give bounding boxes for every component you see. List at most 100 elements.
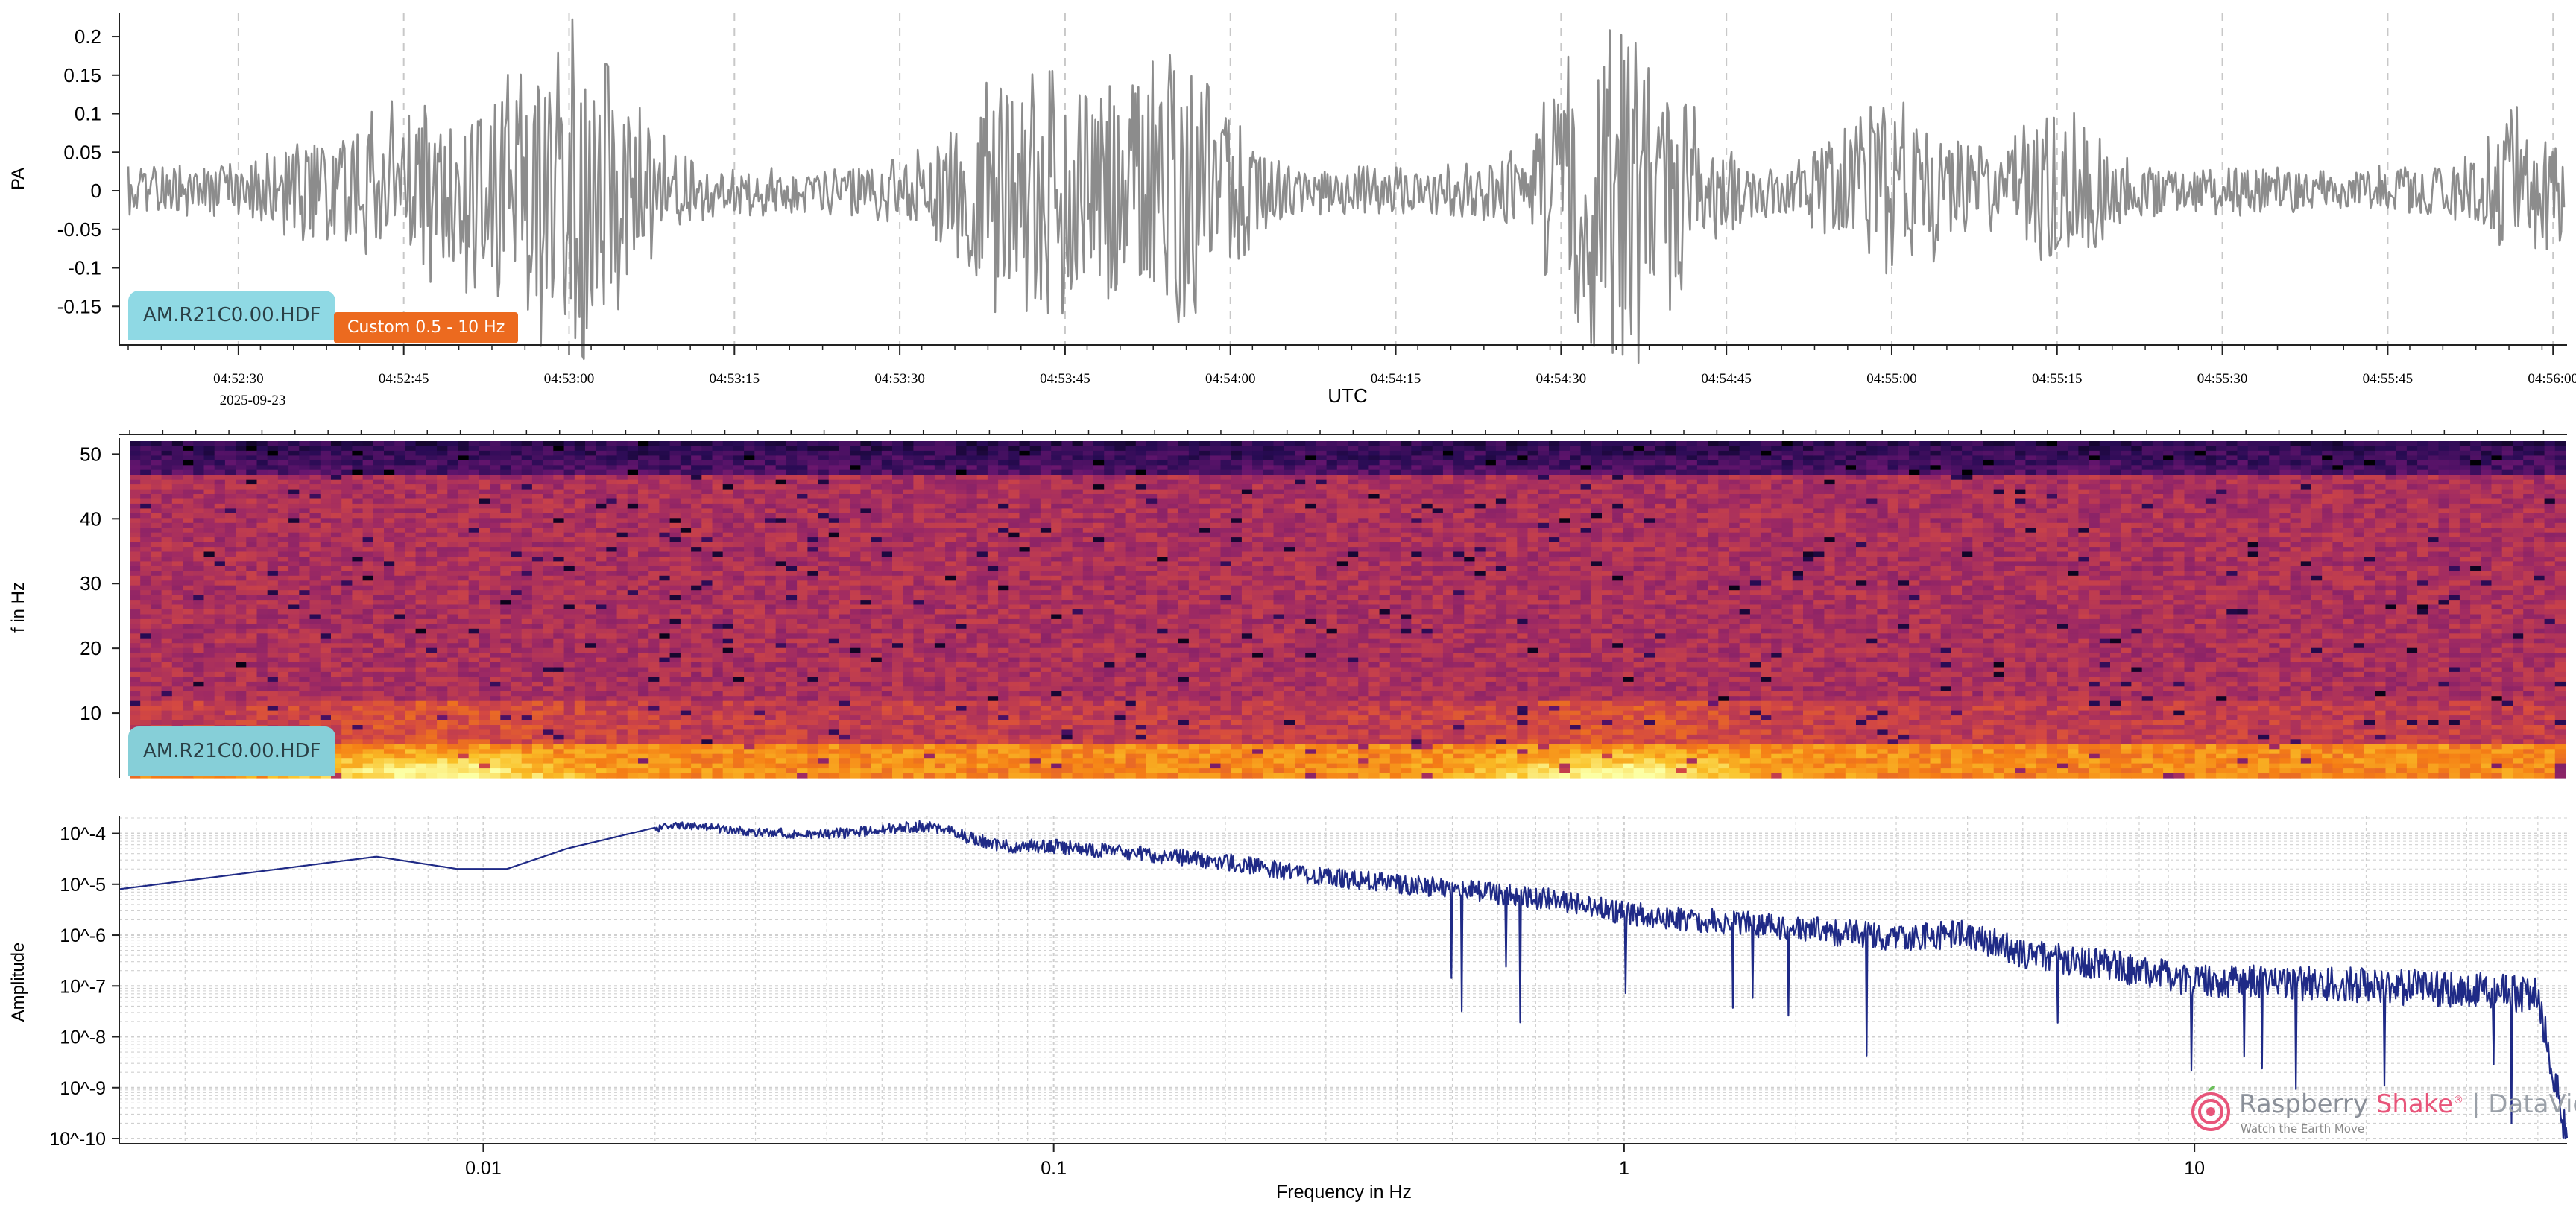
spectrogram-cell [172,455,183,460]
spectrogram-cell [744,677,755,682]
spectrogram-cell [437,528,448,533]
spectrogram-cell [606,455,617,460]
spectrogram-cell [522,735,533,740]
spectrogram-cell [352,571,363,576]
spectrogram-cell [278,615,289,620]
spectrogram-cell [469,653,480,658]
spectrogram-cell [268,566,279,571]
spectrogram-cell [701,619,713,624]
spectrogram-cell [490,586,501,591]
spectrogram-cell [585,615,596,620]
spectrogram-cell [426,648,438,653]
spectrogram-cell [288,480,300,485]
spectrogram-cell [638,691,649,697]
spectrogram-cell [681,537,692,542]
spectrogram-cell [373,518,385,523]
spectrogram-cell [458,470,470,475]
spectrogram-cell [553,605,564,610]
spectrogram-cell [426,615,438,620]
spectrogram-cell [384,720,395,726]
spectrogram-cell [437,470,448,475]
spectrogram-cell [331,518,342,523]
spectrogram-cell [479,744,490,750]
spectrogram-cell [713,475,724,480]
spectrogram-cell [511,494,523,499]
spectrogram-cell [278,441,289,446]
spectrogram-cell [818,590,830,595]
spectrogram-cell [670,470,681,475]
spectrogram-cell [596,739,607,744]
spectrogram-cell [511,600,523,605]
spectrogram-cell [373,773,385,779]
spectrogram-cell [151,677,162,682]
spectrogram-cell [532,677,543,682]
spectrogram-cell [479,455,490,460]
spectrogram-cell [564,446,575,452]
spectrogram-cell [839,735,850,740]
spectrogram-cell [246,600,257,605]
spectrogram-cell [140,576,151,581]
spectrogram-cell [628,465,639,470]
spectrogram-cell [162,576,173,581]
spectrogram-cell [670,725,681,730]
spectrogram-cell [172,470,183,475]
spectrogram-cell [225,624,236,629]
spectrogram-cell [786,682,798,687]
spectrogram-cell [130,677,141,682]
spectrogram-cell [733,523,745,528]
spectrogram-cell [681,735,692,740]
waveform-x-tick-label: 04:52:30 [213,371,264,387]
spectrogram-cell [341,725,353,730]
spectrogram-cell [490,561,501,566]
spectrogram-cell [373,542,385,548]
spectrogram-cell [723,480,734,485]
spectrogram-cell [606,499,617,504]
spectrogram-cell [638,508,649,513]
spectrogram-cell [447,547,458,552]
spectrogram-cell [236,480,247,485]
spectrogram-cell [352,533,363,538]
spectrogram-cell [648,643,660,648]
spectrogram-cell [384,639,395,644]
spectrogram-cell [638,706,649,711]
spectrogram-cell [331,648,342,653]
spectrogram-cell [744,754,755,759]
spectrogram-cell [257,691,268,697]
spectrogram-cell [288,576,300,581]
spectrogram-cell [310,677,321,682]
spectrogram-cell [617,542,628,548]
spectrogram-cell [681,729,692,735]
spectrogram-cell [713,508,724,513]
spectrogram-cell [818,725,830,730]
spectrogram-cell [479,729,490,735]
spectrogram-cell [564,537,575,542]
spectrogram-cell [818,499,830,504]
spectrogram-cell [140,480,151,485]
spectrogram-cell [341,547,353,552]
spectrogram-cell [268,518,279,523]
spectrogram-cell [617,744,628,750]
spectrogram-cell [268,580,279,586]
spectrogram-cell [321,571,332,576]
spectrogram-cell [754,460,765,466]
spectrogram-cell [140,475,151,480]
spectrogram-cell [585,643,596,648]
spectrogram-cell [458,480,470,485]
spectrogram-cell [765,504,777,509]
spectrogram-cell [670,744,681,750]
spectrogram-cell [352,633,363,639]
spectrogram-cell [215,668,226,673]
spectrogram-cell [373,648,385,653]
spectrogram-cell [257,552,268,557]
spectrogram-cell [204,653,215,658]
spectrogram-cell [373,615,385,620]
spectrogram-cell [341,537,353,542]
spectrogram-cell [225,499,236,504]
spectrogram-cell [172,677,183,682]
spectrogram-cell [776,446,787,452]
spectrogram-cell [659,672,670,677]
spectrogram-cell [268,696,279,701]
spectrogram-cell [596,455,607,460]
spectrogram-cell [257,633,268,639]
spectrogram-cell [215,513,226,519]
